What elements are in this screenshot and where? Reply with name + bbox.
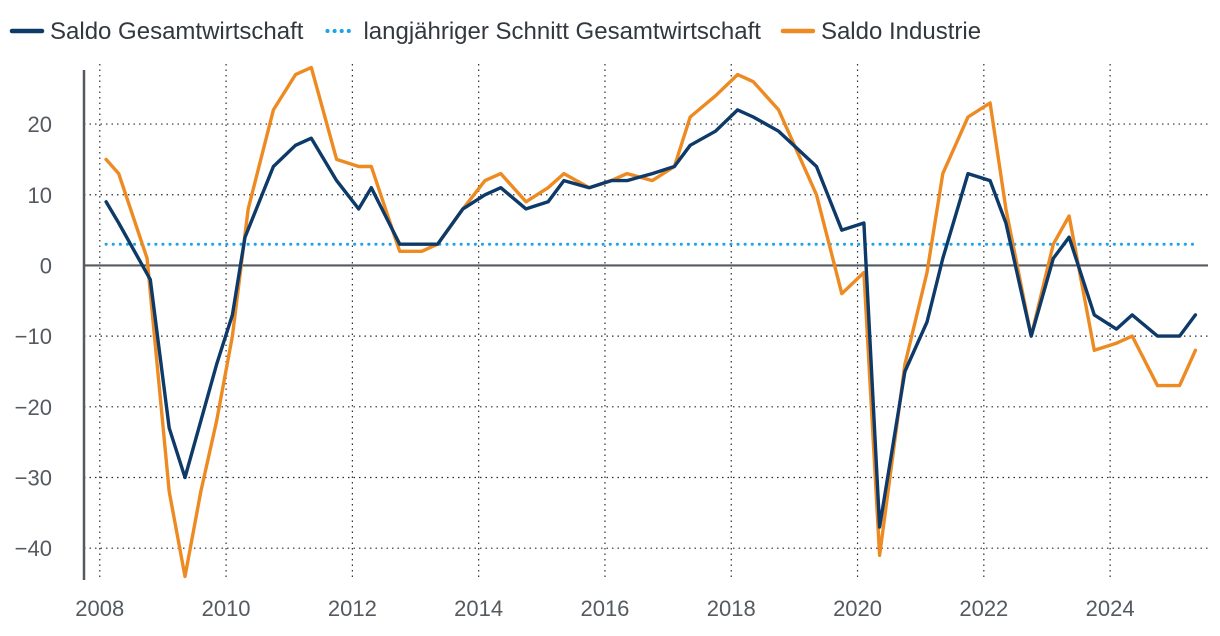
legend-label-1: langjähriger Schnitt Gesamtwirtschaft	[363, 18, 761, 45]
y-tick-label: −40	[15, 536, 52, 561]
legend-label-0: Saldo Gesamtwirtschaft	[50, 18, 304, 45]
x-tick-label: 2012	[328, 596, 377, 621]
axes	[82, 70, 1208, 580]
y-tick-label: −30	[15, 466, 52, 491]
y-tick-label: 10	[28, 183, 52, 208]
y-tick-label: 20	[28, 112, 52, 137]
y-tick-label: 0	[40, 253, 52, 278]
x-tick-label: 2016	[580, 596, 629, 621]
legend-label-2: Saldo Industrie	[821, 18, 981, 45]
x-tick-label: 2018	[707, 596, 756, 621]
grid	[84, 64, 1208, 580]
series	[104, 65, 1198, 579]
series-line-0	[104, 108, 1198, 529]
x-tick-label: 2020	[833, 596, 882, 621]
x-tick-label: 2022	[959, 596, 1008, 621]
y-tick-label: −20	[15, 395, 52, 420]
legend: Saldo Gesamtwirtschaft langjähriger Schni…	[9, 18, 981, 45]
y-tick-label: −10	[15, 324, 52, 349]
x-tick-label: 2024	[1086, 596, 1135, 621]
x-tick-label: 2010	[202, 596, 251, 621]
x-tick-label: 2008	[75, 596, 124, 621]
series-line-2	[104, 65, 1198, 579]
x-tick-label: 2014	[454, 596, 503, 621]
